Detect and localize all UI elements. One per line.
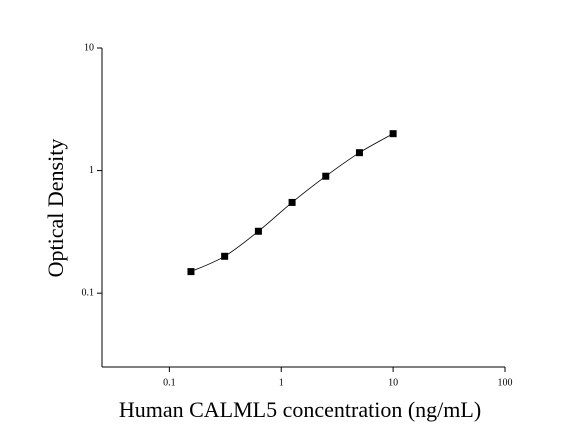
x-tick-label: 10 <box>388 377 398 388</box>
data-point <box>221 252 229 260</box>
data-point <box>254 227 262 235</box>
data-point <box>288 198 296 206</box>
data-point <box>389 130 397 138</box>
y-tick-label: 10 <box>84 42 94 53</box>
x-axis-title: Human CALML5 concentration (ng/mL) <box>119 397 481 422</box>
x-tick-label: 0.1 <box>163 377 176 388</box>
x-tick-label: 100 <box>498 377 513 388</box>
data-point <box>187 268 195 276</box>
data-point <box>355 149 363 157</box>
y-tick-label: 1 <box>89 165 94 176</box>
y-axis-title: Optical Density <box>43 139 68 278</box>
x-tick-label: 1 <box>279 377 284 388</box>
data-point <box>322 172 330 180</box>
y-tick-label: 0.1 <box>82 287 95 298</box>
